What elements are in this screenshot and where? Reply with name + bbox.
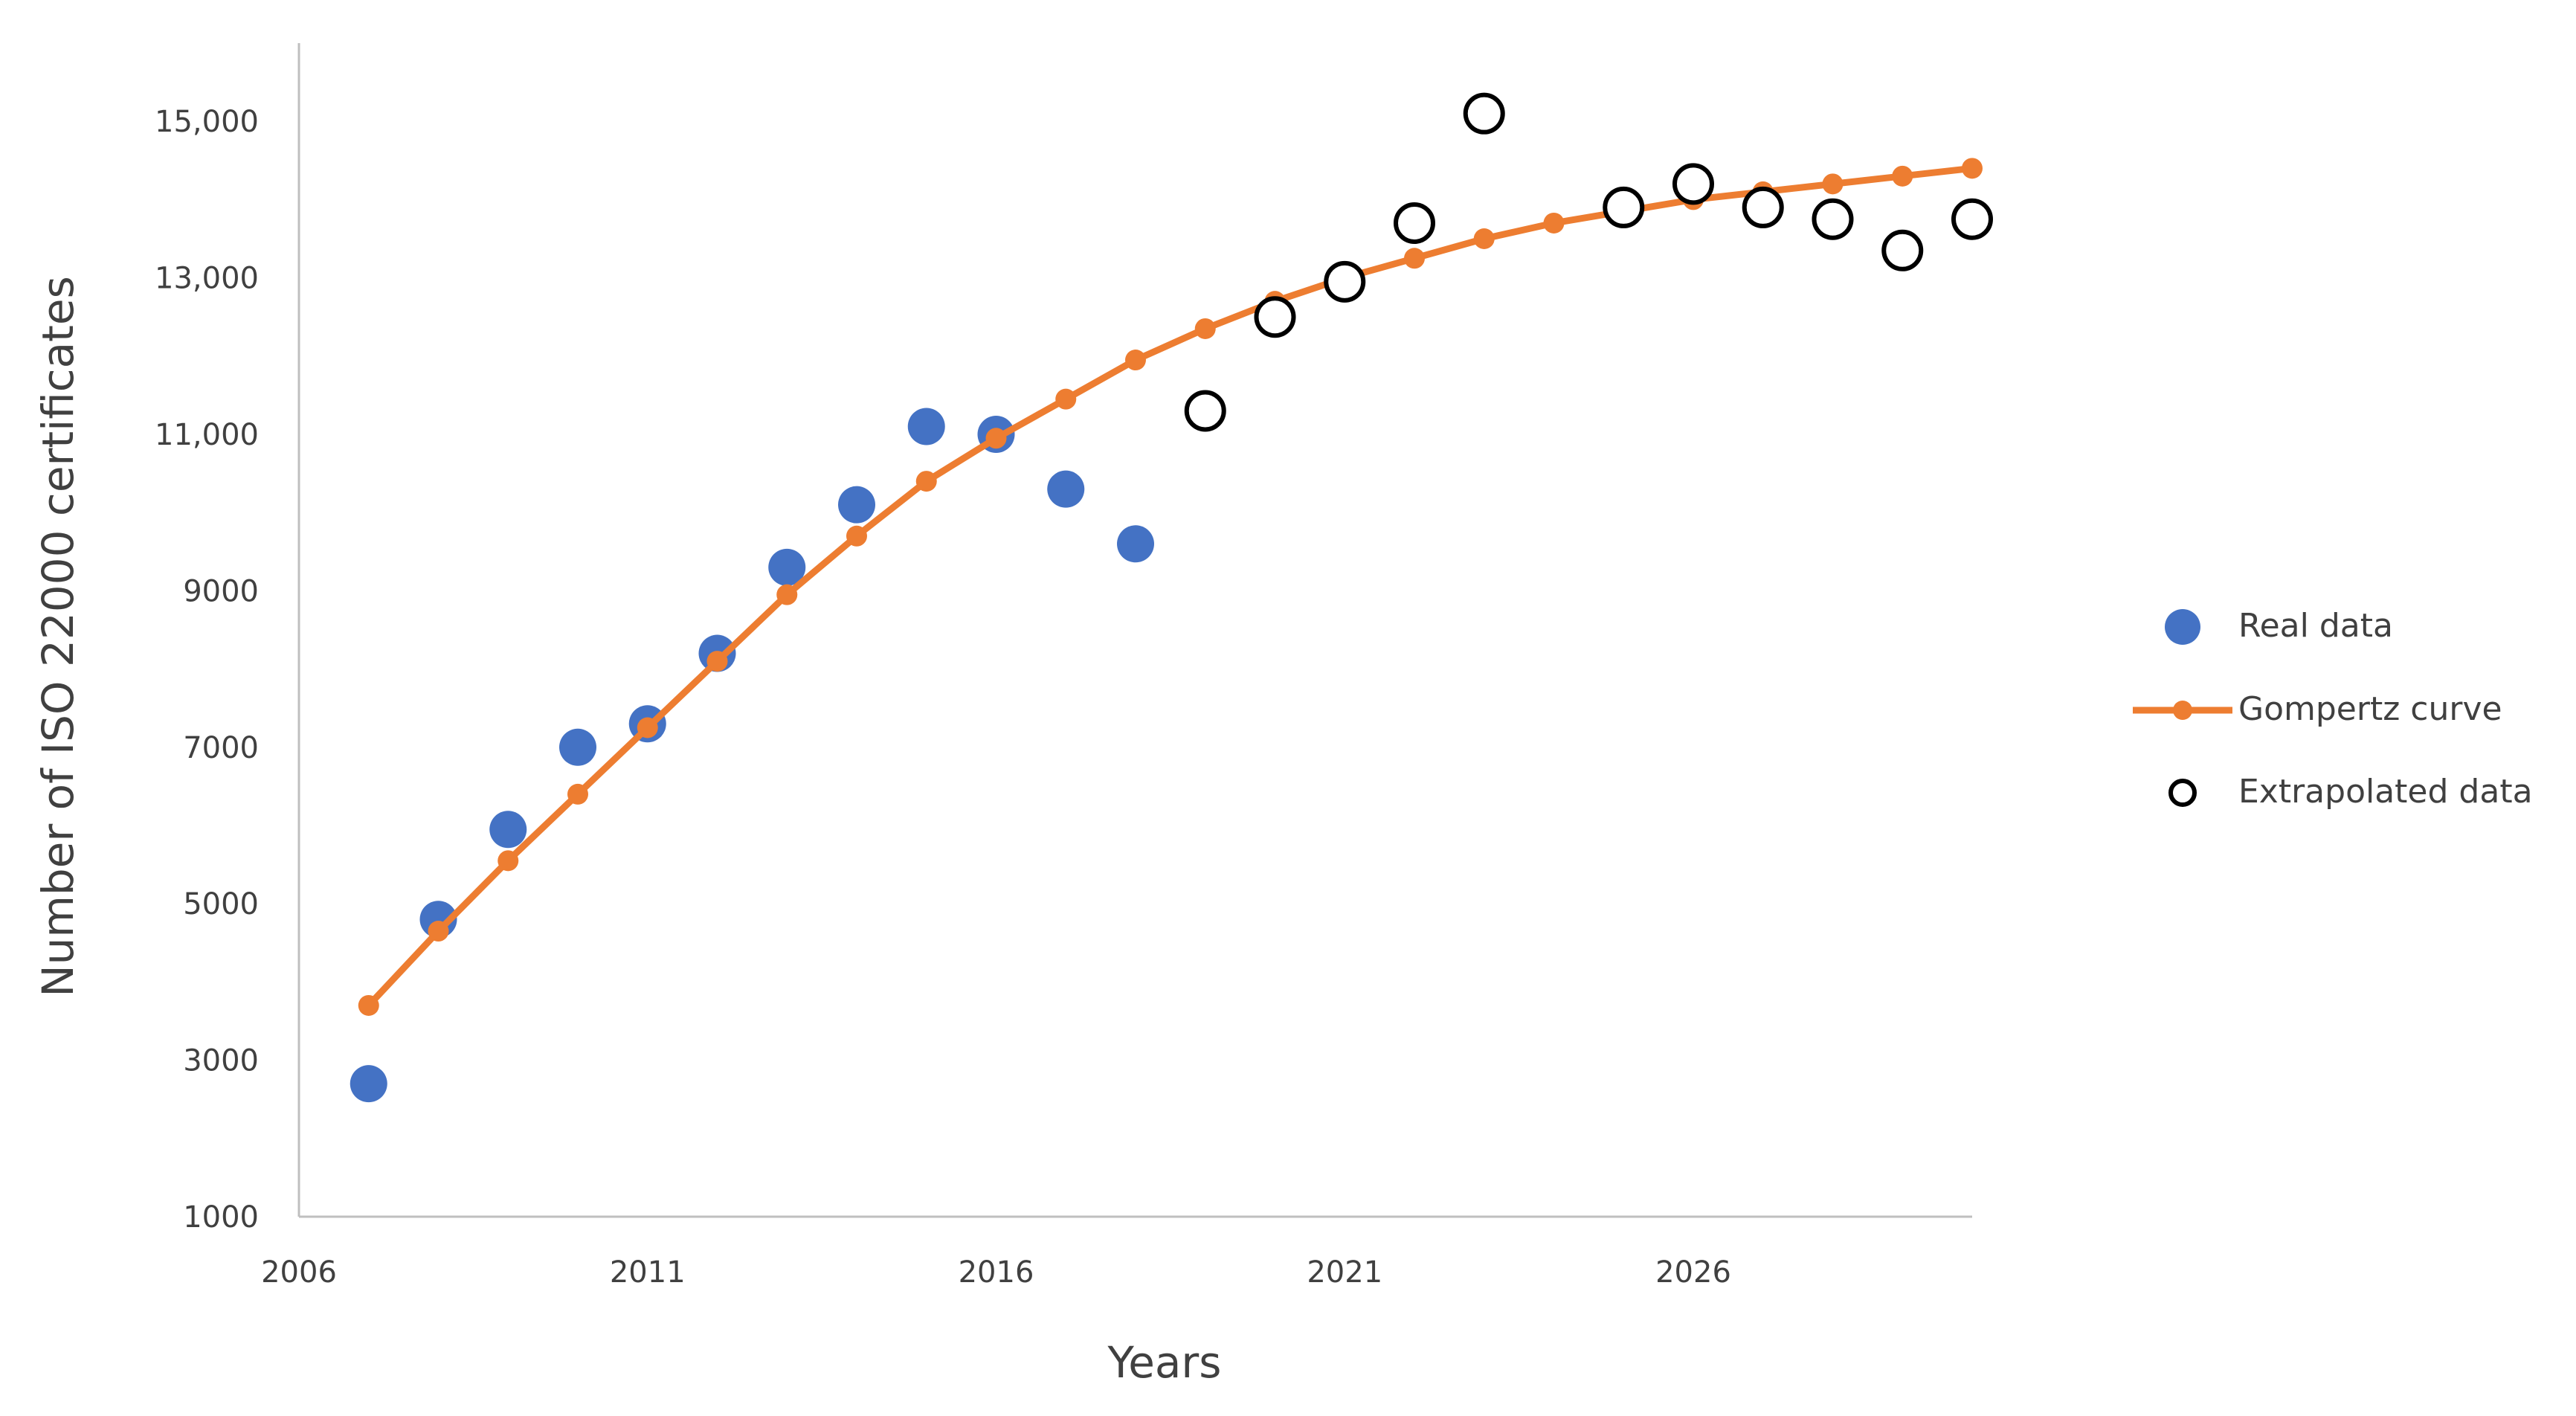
x-tick-labels: 2006 2011 2016 2021 2026 <box>261 1255 1731 1290</box>
x-axis-title: Years <box>1107 1337 1221 1388</box>
gompertz-curve-point <box>428 921 449 942</box>
y-axis-title: Number of ISO 22000 certificates <box>33 276 83 997</box>
y-tick-labels: 1000 3000 5000 7000 9000 11,000 13,000 15,000 <box>155 105 259 1235</box>
y-tick-label: 7000 <box>183 731 259 765</box>
legend: Real data Gompertz curve Extrapolated da… <box>2133 607 2533 811</box>
legend-item-real-data: Real data <box>2165 607 2393 645</box>
y-tick-label: 11,000 <box>155 418 259 452</box>
chart-axes <box>297 43 1972 1218</box>
series-gompertz-curve <box>358 158 1983 1016</box>
gompertz-curve-point <box>1055 388 1077 410</box>
gompertz-curve-point <box>1962 158 1983 179</box>
gompertz-curve-point <box>1822 173 1844 195</box>
legend-item-extrapolated-data: Extrapolated data <box>2168 773 2533 811</box>
extrapolated-data-point <box>1881 229 1924 271</box>
legend-label-extrapolated-data: Extrapolated data <box>2238 773 2533 811</box>
real-data-point <box>1047 470 1085 508</box>
gompertz-curve-point <box>1473 228 1495 249</box>
x-tick-label: 2021 <box>1307 1255 1382 1290</box>
extrapolated-data-point <box>1672 163 1714 205</box>
x-tick-label: 2006 <box>261 1255 337 1290</box>
real-data-point <box>1117 525 1154 563</box>
y-tick-label: 1000 <box>183 1200 259 1235</box>
extrapolated-data-point <box>1324 260 1366 303</box>
gompertz-curve-point <box>498 850 519 872</box>
legend-label-gompertz-curve: Gompertz curve <box>2238 690 2502 728</box>
real-data-point <box>907 408 945 445</box>
extrapolated-data-point <box>1463 92 1505 135</box>
y-tick-label: 13,000 <box>155 262 259 296</box>
legend-item-gompertz-curve: Gompertz curve <box>2133 690 2502 728</box>
x-tick-label: 2011 <box>610 1255 686 1290</box>
legend-marker-real-data <box>2165 609 2200 645</box>
gompertz-curve-point <box>1543 212 1565 234</box>
legend-marker-gompertz-curve <box>2173 701 2192 720</box>
gompertz-curve-point <box>637 717 658 738</box>
y-tick-label: 9000 <box>183 574 259 608</box>
real-data-point <box>768 548 806 586</box>
real-data-point <box>489 811 527 849</box>
gompertz-curve-point <box>1194 318 1216 339</box>
gompertz-curve-point <box>567 783 588 805</box>
extrapolated-data-point <box>1184 390 1226 432</box>
extrapolated-data-point <box>1812 198 1854 240</box>
series-extrapolated-data <box>1184 92 1993 432</box>
gompertz-curve-point <box>1892 165 1913 187</box>
gompertz-curve-point <box>1404 248 1425 269</box>
gompertz-curve-point <box>1125 350 1146 371</box>
legend-marker-extrapolated-data <box>2168 779 2197 807</box>
y-tick-label: 3000 <box>183 1044 259 1078</box>
real-data-point <box>838 486 875 524</box>
real-data-point <box>350 1065 387 1103</box>
extrapolated-data-point <box>1394 202 1435 244</box>
gompertz-curve-point <box>706 651 728 672</box>
extrapolated-data-point <box>1603 186 1645 228</box>
x-tick-label: 2016 <box>959 1255 1034 1290</box>
gompertz-curve-point <box>776 584 798 605</box>
legend-label-real-data: Real data <box>2238 607 2393 645</box>
extrapolated-data-point <box>1742 186 1784 228</box>
gompertz-curve-point <box>915 471 937 492</box>
gompertz-curve-point <box>358 994 379 1016</box>
gompertz-curve-point <box>846 525 867 547</box>
x-tick-label: 2026 <box>1655 1255 1731 1290</box>
series-layer <box>350 92 1993 1103</box>
gompertz-curve-line <box>365 164 1976 1009</box>
y-tick-label: 5000 <box>183 887 259 921</box>
extrapolated-data-point <box>1951 198 1993 240</box>
series-real-data <box>350 408 1154 1103</box>
gompertz-curve-point <box>985 428 1007 449</box>
extrapolated-data-point <box>1254 296 1296 338</box>
y-tick-label: 15,000 <box>155 105 259 139</box>
real-data-point <box>559 728 596 766</box>
